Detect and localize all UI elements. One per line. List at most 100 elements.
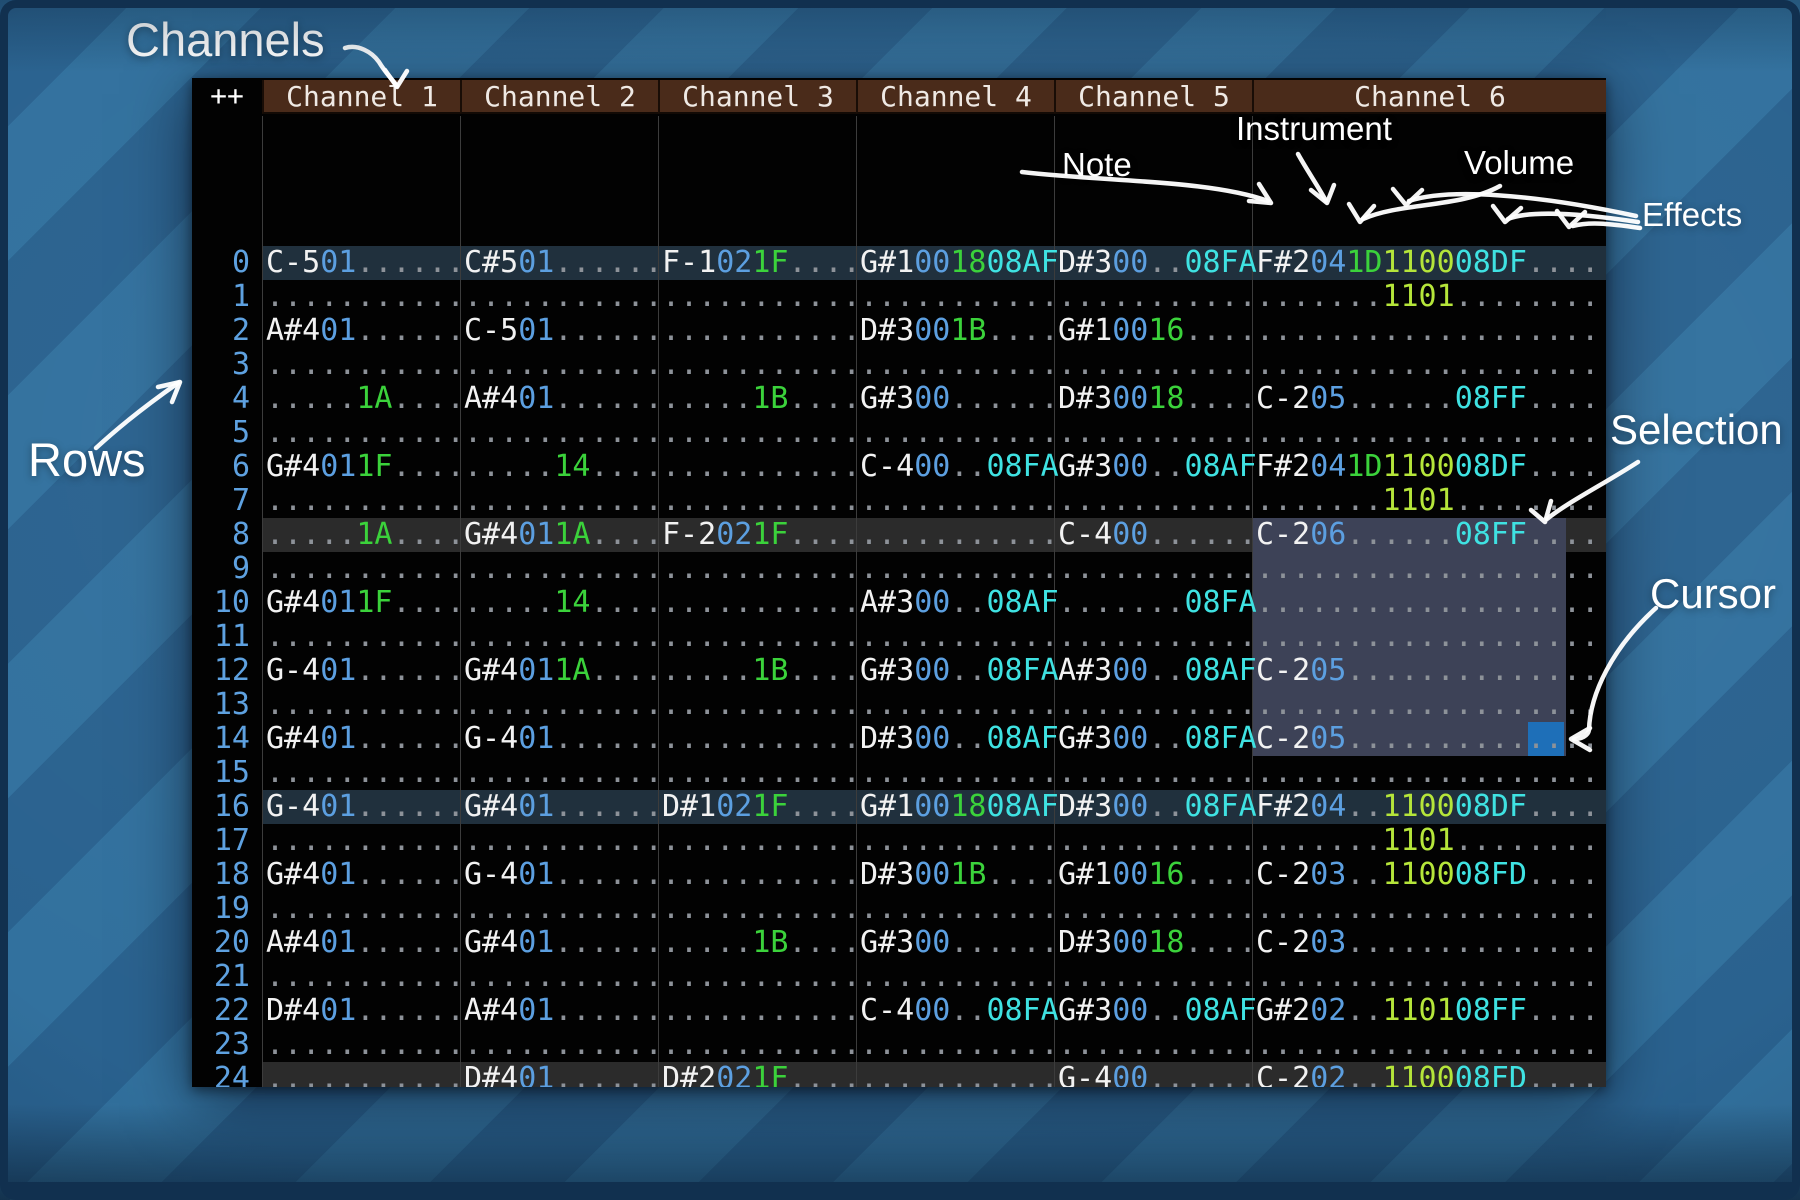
pattern-cell-ch5-row5[interactable]: ........... (1058, 415, 1257, 450)
pattern-cell-ch6-row21[interactable]: ................... (1256, 959, 1600, 994)
pattern-cell-ch2-row7[interactable]: ........... (464, 483, 663, 518)
pattern-cell-ch2-row11[interactable]: ........... (464, 619, 663, 654)
pattern-cell-ch3-row1[interactable]: ........... (662, 279, 861, 314)
pattern-cell-ch5-row7[interactable]: ........... (1058, 483, 1257, 518)
pattern-cell-ch2-row12[interactable]: G#4011A.... (464, 653, 663, 688)
pattern-cell-ch5-row17[interactable]: ........... (1058, 823, 1257, 858)
pattern-cell-ch1-row6[interactable]: G#4011F.... (266, 449, 465, 484)
pattern-cell-ch2-row6[interactable]: .....14.... (464, 449, 663, 484)
pattern-cell-ch5-row1[interactable]: ........... (1058, 279, 1257, 314)
pattern-cell-ch1-row3[interactable]: ........... (266, 347, 465, 382)
pattern-cell-ch2-row3[interactable]: ........... (464, 347, 663, 382)
pattern-cell-ch6-row23[interactable]: ................... (1256, 1027, 1600, 1062)
pattern-cell-ch4-row4[interactable]: G#300...... (860, 381, 1059, 416)
pattern-cell-ch2-row22[interactable]: A#401...... (464, 993, 663, 1028)
pattern-cell-ch1-row10[interactable]: G#4011F.... (266, 585, 465, 620)
pattern-cell-ch1-row7[interactable]: ........... (266, 483, 465, 518)
pattern-cell-ch6-row11[interactable]: ................... (1256, 619, 1600, 654)
pattern-cell-ch4-row12[interactable]: G#300..08FA (860, 653, 1059, 688)
pattern-cell-ch6-row22[interactable]: G#202..110108FF.... (1256, 993, 1600, 1028)
pattern-cell-ch4-row23[interactable]: ........... (860, 1027, 1059, 1062)
pattern-cell-ch2-row17[interactable]: ........... (464, 823, 663, 858)
pattern-cell-ch3-row11[interactable]: ........... (662, 619, 861, 654)
pattern-cell-ch1-row1[interactable]: ........... (266, 279, 465, 314)
pattern-cell-ch6-row17[interactable]: .......1101........ (1256, 823, 1600, 858)
pattern-cell-ch1-row14[interactable]: G#401...... (266, 721, 465, 756)
pattern-cell-ch1-row5[interactable]: ........... (266, 415, 465, 450)
pattern-cell-ch4-row22[interactable]: C-400..08FA (860, 993, 1059, 1028)
pattern-cell-ch2-row21[interactable]: ........... (464, 959, 663, 994)
pattern-cell-ch6-row15[interactable]: ................... (1256, 755, 1600, 790)
pattern-cell-ch5-row12[interactable]: A#300..08AF (1058, 653, 1257, 688)
pattern-cell-ch2-row14[interactable]: G-401...... (464, 721, 663, 756)
channel-header-4[interactable]: Channel 4 (856, 80, 1054, 114)
pattern-cell-ch3-row0[interactable]: F-1021F.... (662, 245, 861, 280)
pattern-cell-ch6-row5[interactable]: ................... (1256, 415, 1600, 450)
channel-header-6[interactable]: Channel 6 (1252, 80, 1606, 114)
pattern-cell-ch2-row8[interactable]: G#4011A.... (464, 517, 663, 552)
pattern-cell-ch5-row11[interactable]: ........... (1058, 619, 1257, 654)
pattern-cell-ch6-row2[interactable]: ................... (1256, 313, 1600, 348)
pattern-cell-ch4-row17[interactable]: ........... (860, 823, 1059, 858)
pattern-cell-ch1-row0[interactable]: C-501...... (266, 245, 465, 280)
pattern-cell-ch3-row12[interactable]: .....1B.... (662, 653, 861, 688)
pattern-cell-ch3-row4[interactable]: .....1B.... (662, 381, 861, 416)
pattern-cell-ch2-row20[interactable]: G#401...... (464, 925, 663, 960)
pattern-cell-ch6-row16[interactable]: F#204..110008DF.... (1256, 789, 1600, 824)
channel-header-5[interactable]: Channel 5 (1054, 80, 1252, 114)
pattern-cell-ch4-row2[interactable]: D#3001B.... (860, 313, 1059, 348)
pattern-cell-ch1-row16[interactable]: G-401...... (266, 789, 465, 824)
pattern-cell-ch6-row10[interactable]: ................... (1256, 585, 1600, 620)
pattern-cell-ch4-row21[interactable]: ........... (860, 959, 1059, 994)
pattern-cell-ch4-row24[interactable]: ........... (860, 1061, 1059, 1088)
pattern-cell-ch3-row3[interactable]: ........... (662, 347, 861, 382)
pattern-cell-ch3-row5[interactable]: ........... (662, 415, 861, 450)
pattern-cell-ch4-row7[interactable]: ........... (860, 483, 1059, 518)
pattern-cell-ch4-row6[interactable]: C-400..08FA (860, 449, 1059, 484)
pattern-cell-ch5-row21[interactable]: ........... (1058, 959, 1257, 994)
pattern-cell-ch6-row0[interactable]: F#2041D110008DF.... (1256, 245, 1600, 280)
pattern-cell-ch5-row3[interactable]: ........... (1058, 347, 1257, 382)
pattern-cell-ch5-row2[interactable]: G#10016.... (1058, 313, 1257, 348)
pattern-cell-ch1-row21[interactable]: ........... (266, 959, 465, 994)
pattern-cell-ch4-row13[interactable]: ........... (860, 687, 1059, 722)
pattern-cell-ch4-row18[interactable]: D#3001B.... (860, 857, 1059, 892)
pattern-cell-ch4-row15[interactable]: ........... (860, 755, 1059, 790)
pattern-cell-ch4-row11[interactable]: ........... (860, 619, 1059, 654)
pattern-cell-ch6-row13[interactable]: ................... (1256, 687, 1600, 722)
pattern-cell-ch4-row14[interactable]: D#300..08AF (860, 721, 1059, 756)
pattern-cell-ch2-row4[interactable]: A#401...... (464, 381, 663, 416)
pattern-cell-ch2-row23[interactable]: ........... (464, 1027, 663, 1062)
pattern-cell-ch4-row5[interactable]: ........... (860, 415, 1059, 450)
pattern-cell-ch6-row20[interactable]: C-203.............. (1256, 925, 1600, 960)
pattern-cell-ch5-row0[interactable]: D#300..08FA (1058, 245, 1257, 280)
pattern-cell-ch5-row13[interactable]: ........... (1058, 687, 1257, 722)
pattern-cell-ch3-row24[interactable]: D#2021F.... (662, 1061, 861, 1088)
pattern-cell-ch3-row21[interactable]: ........... (662, 959, 861, 994)
pattern-cell-ch3-row14[interactable]: ........... (662, 721, 861, 756)
pattern-cell-ch2-row16[interactable]: G#401...... (464, 789, 663, 824)
pattern-cell-ch5-row4[interactable]: D#30018.... (1058, 381, 1257, 416)
pattern-cell-ch1-row20[interactable]: A#401...... (266, 925, 465, 960)
pattern-cell-ch6-row1[interactable]: .......1101........ (1256, 279, 1600, 314)
pattern-cell-ch3-row23[interactable]: ........... (662, 1027, 861, 1062)
pattern-cell-ch6-row19[interactable]: ................... (1256, 891, 1600, 926)
pattern-cell-ch4-row9[interactable]: ........... (860, 551, 1059, 586)
pattern-cell-ch2-row19[interactable]: ........... (464, 891, 663, 926)
pattern-cell-ch3-row22[interactable]: ........... (662, 993, 861, 1028)
pattern-cell-ch5-row8[interactable]: C-400...... (1058, 517, 1257, 552)
pattern-cell-ch6-row12[interactable]: C-205.............. (1256, 653, 1600, 688)
pattern-cell-ch3-row7[interactable]: ........... (662, 483, 861, 518)
channel-header-3[interactable]: Channel 3 (658, 80, 856, 114)
pattern-cell-ch3-row16[interactable]: D#1021F.... (662, 789, 861, 824)
pattern-cell-ch3-row2[interactable]: ........... (662, 313, 861, 348)
channel-header-1[interactable]: Channel 1 (262, 80, 460, 114)
pattern-cell-ch1-row8[interactable]: .....1A.... (266, 517, 465, 552)
pattern-cell-ch6-row9[interactable]: ................... (1256, 551, 1600, 586)
pattern-cell-ch6-row14[interactable]: C-205.............. (1256, 721, 1600, 756)
pattern-cell-ch1-row18[interactable]: G#401...... (266, 857, 465, 892)
pattern-cell-ch5-row6[interactable]: G#300..08AF (1058, 449, 1257, 484)
pattern-cell-ch4-row1[interactable]: ........... (860, 279, 1059, 314)
pattern-cell-ch3-row8[interactable]: F-2021F.... (662, 517, 861, 552)
pattern-cell-ch3-row10[interactable]: ........... (662, 585, 861, 620)
